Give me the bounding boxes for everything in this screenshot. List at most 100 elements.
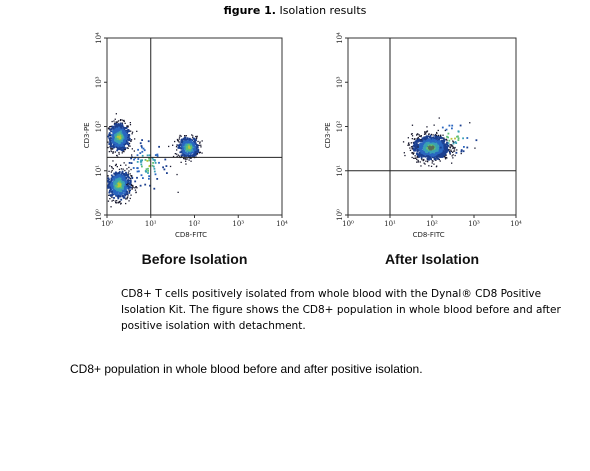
data-point xyxy=(440,148,442,151)
data-point xyxy=(437,139,440,141)
data-point xyxy=(195,152,198,155)
data-point xyxy=(438,158,440,161)
data-point xyxy=(169,165,172,168)
data-point xyxy=(445,143,448,146)
data-point xyxy=(189,138,191,140)
data-point xyxy=(128,179,131,182)
data-point xyxy=(411,148,413,150)
data-point xyxy=(107,180,109,183)
data-point xyxy=(462,137,464,140)
data-point xyxy=(120,130,122,133)
data-point xyxy=(119,126,121,129)
data-point xyxy=(431,153,433,156)
data-point xyxy=(128,185,131,188)
data-point xyxy=(141,139,143,141)
data-point xyxy=(113,183,116,185)
data-point xyxy=(142,147,145,150)
data-point xyxy=(175,146,178,148)
data-point xyxy=(121,140,123,142)
data-point xyxy=(442,134,444,136)
data-point xyxy=(416,138,418,140)
data-point xyxy=(196,150,199,153)
data-point xyxy=(119,148,122,150)
data-point xyxy=(127,196,129,198)
data-point xyxy=(182,152,184,155)
data-point xyxy=(453,150,456,152)
y-tick-label: 10¹ xyxy=(95,165,103,177)
data-point xyxy=(126,184,129,187)
data-point xyxy=(108,133,111,136)
data-point xyxy=(129,197,131,200)
data-point xyxy=(109,126,111,128)
data-point xyxy=(442,151,445,154)
data-point xyxy=(444,158,447,160)
data-point xyxy=(109,183,112,185)
data-point xyxy=(123,190,125,193)
data-point xyxy=(131,176,133,178)
data-point xyxy=(423,147,425,149)
data-point xyxy=(109,198,111,200)
data-point xyxy=(445,151,448,153)
data-point xyxy=(407,143,410,145)
data-point xyxy=(121,189,124,192)
data-point xyxy=(436,140,439,143)
data-point xyxy=(195,150,198,153)
data-point xyxy=(116,166,118,168)
data-point xyxy=(413,141,416,144)
data-point xyxy=(118,183,120,185)
data-point xyxy=(192,144,195,147)
data-point xyxy=(185,135,187,137)
data-point xyxy=(123,132,126,135)
data-point xyxy=(413,145,416,148)
data-point xyxy=(131,177,134,179)
data-point xyxy=(142,177,144,179)
data-point xyxy=(110,142,112,144)
data-point xyxy=(176,149,178,151)
data-point xyxy=(119,193,122,196)
data-point xyxy=(125,140,128,143)
data-point xyxy=(180,145,183,148)
data-point xyxy=(117,178,119,180)
data-point xyxy=(181,156,183,158)
data-point xyxy=(111,200,113,202)
data-point xyxy=(117,123,120,125)
data-point xyxy=(193,147,196,149)
data-point xyxy=(148,159,151,162)
data-point xyxy=(195,143,197,145)
data-point xyxy=(452,151,454,153)
data-point xyxy=(108,182,110,185)
data-point xyxy=(444,149,447,152)
data-point xyxy=(417,161,419,163)
data-point xyxy=(140,145,143,147)
data-point xyxy=(185,152,187,154)
data-point xyxy=(426,152,428,155)
data-point xyxy=(425,133,427,135)
data-point xyxy=(126,187,129,189)
data-point xyxy=(126,198,128,200)
data-point xyxy=(417,154,420,157)
data-point xyxy=(123,189,126,191)
data-point xyxy=(416,134,418,136)
data-point xyxy=(417,147,420,150)
data-point xyxy=(110,128,113,130)
data-point xyxy=(116,135,119,138)
data-point xyxy=(135,186,137,188)
data-point xyxy=(112,144,115,147)
data-point xyxy=(120,126,123,129)
data-point xyxy=(408,144,410,146)
figure-label: figure 1. xyxy=(223,4,276,17)
data-point xyxy=(116,188,119,191)
data-point xyxy=(116,154,118,157)
data-point xyxy=(111,130,114,133)
data-point xyxy=(110,179,113,182)
data-point xyxy=(118,151,120,154)
data-point xyxy=(125,198,127,200)
data-point xyxy=(183,141,185,143)
data-point xyxy=(427,159,429,161)
data-point xyxy=(127,172,129,174)
data-point xyxy=(191,142,194,144)
data-point xyxy=(183,138,186,140)
data-point xyxy=(147,172,149,174)
data-point xyxy=(117,185,119,188)
data-point xyxy=(113,177,116,180)
